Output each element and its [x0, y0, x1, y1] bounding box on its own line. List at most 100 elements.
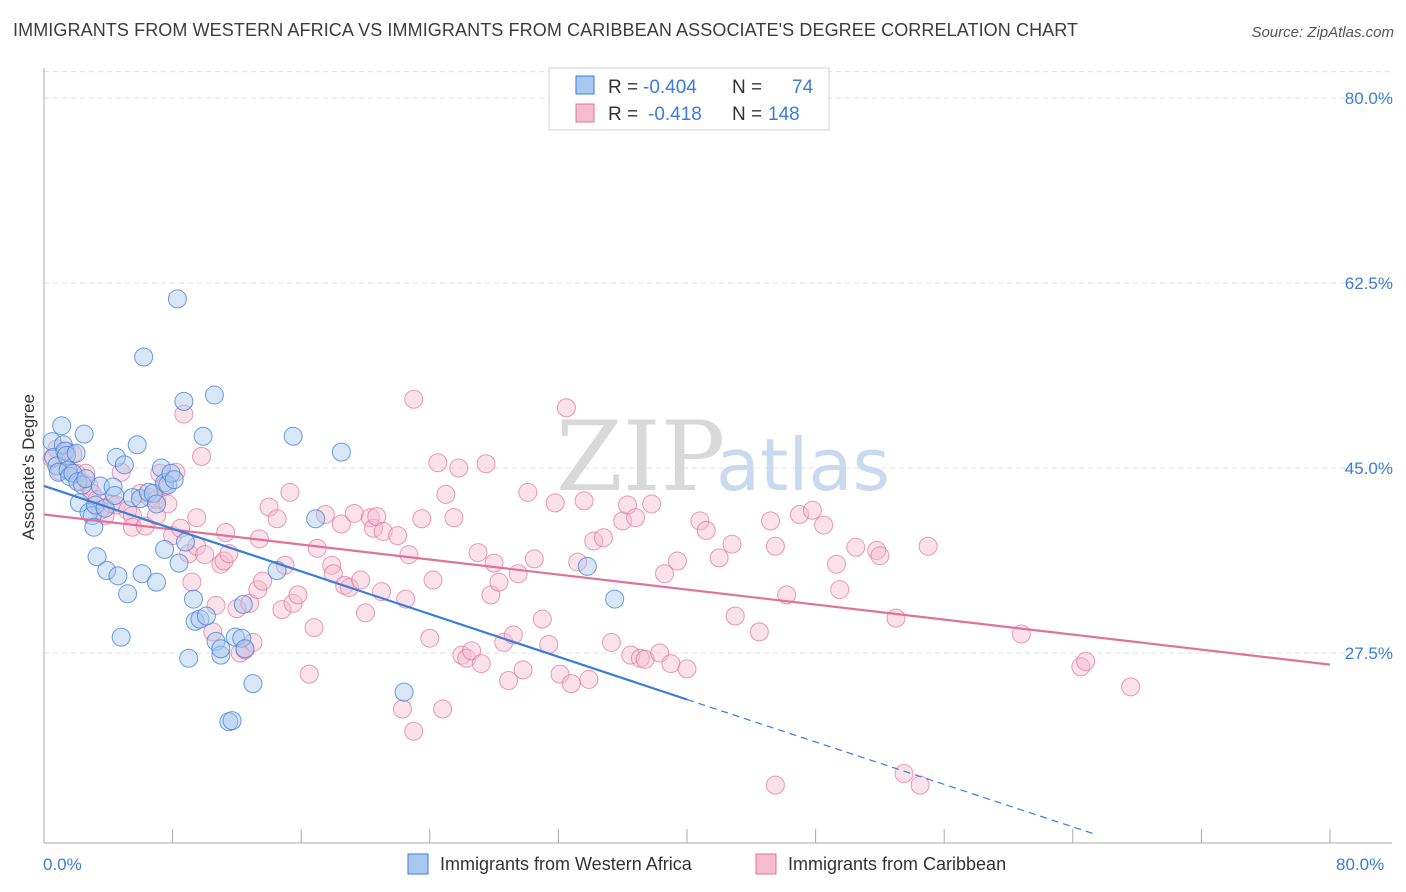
caribbean-point-94 — [471, 654, 491, 674]
caribbean-point-121 — [626, 508, 646, 528]
caribbean-point-56 — [280, 482, 300, 502]
caribbean-point-93 — [468, 543, 488, 563]
caribbean-point-102 — [508, 564, 528, 584]
caribbean-point-80 — [404, 389, 424, 409]
caribbean-point-123 — [635, 649, 655, 669]
caribbean-point-108 — [545, 493, 565, 513]
caribbean-point-131 — [696, 520, 716, 540]
caribbean-point-81 — [404, 721, 424, 741]
caribbean-point-32 — [179, 544, 199, 564]
western-africa-point-70 — [306, 509, 326, 529]
caribbean-point-87 — [436, 484, 456, 504]
western-africa-point-48 — [169, 553, 189, 573]
western-africa-point-31 — [118, 584, 138, 604]
legend-r-label-1: R = — [608, 77, 638, 98]
caribbean-point-62 — [315, 505, 335, 525]
western-africa-point-47 — [167, 289, 187, 309]
caribbean-point-142 — [826, 554, 846, 574]
caribbean-point-71 — [360, 508, 380, 528]
bottom-legend-label-pink: Immigrants from Caribbean — [788, 854, 1006, 874]
western-africa-point-64 — [232, 628, 252, 648]
western-africa-point-72 — [394, 682, 414, 702]
caribbean-point-75 — [373, 521, 393, 541]
caribbean-point-58 — [288, 585, 308, 605]
western-africa-point-71 — [331, 442, 351, 462]
bottom-legend-label-blue: Immigrants from Western Africa — [440, 854, 693, 874]
caribbean-point-109 — [550, 664, 570, 684]
caribbean-point-77 — [392, 699, 412, 719]
western-africa-point-17 — [79, 502, 99, 522]
caribbean-point-76 — [388, 526, 408, 546]
western-africa-point-52 — [183, 589, 203, 609]
source-label: Source: ZipAtlas.com — [1251, 24, 1394, 41]
bottom-legend: Immigrants from Western Africa Immigrant… — [407, 853, 1006, 875]
caribbean-point-138 — [777, 585, 797, 605]
caribbean-point-82 — [412, 509, 432, 529]
legend-swatch-blue — [575, 75, 595, 95]
caribbean-point-98 — [489, 572, 509, 592]
caribbean-point-126 — [654, 564, 674, 584]
caribbean-point-52 — [259, 497, 279, 517]
caribbean-point-129 — [677, 659, 697, 679]
caribbean-point-48 — [243, 632, 263, 652]
caribbean-point-53 — [267, 509, 287, 529]
caribbean-point-33 — [182, 572, 202, 592]
western-africa-point-56 — [196, 606, 216, 626]
western-africa-point-28 — [108, 566, 128, 586]
western-africa-point-24 — [97, 561, 117, 581]
western-africa-point-44 — [158, 475, 178, 495]
caribbean-point-65 — [331, 514, 351, 534]
western-africa-point-67 — [243, 674, 263, 694]
chart-title: IMMIGRANTS FROM WESTERN AFRICA VS IMMIGR… — [13, 20, 1079, 40]
western-africa-point-65 — [233, 594, 253, 614]
legend-n-label-1: N = — [732, 77, 762, 98]
western-africa-point-68 — [267, 561, 287, 581]
caribbean-point-141 — [814, 515, 834, 535]
western-africa-point-40 — [147, 572, 167, 592]
caribbean-point-84 — [423, 570, 443, 590]
legend-swatch-pink — [575, 103, 595, 123]
caribbean-point-70 — [356, 603, 375, 623]
western-africa-point-59 — [211, 645, 231, 665]
caribbean-point-100 — [499, 670, 519, 690]
caribbean-point-103 — [513, 660, 533, 680]
western-africa-point-21 — [87, 547, 107, 567]
western-africa-point-2 — [47, 456, 67, 476]
western-africa-point-51 — [179, 648, 199, 668]
y-tick-label-2: 45.0% — [1345, 459, 1393, 478]
caribbean-point-106 — [532, 609, 552, 629]
caribbean-point-110 — [556, 398, 576, 418]
x-tick-label-min: 0.0% — [43, 855, 82, 874]
western-africa-point-26 — [105, 485, 125, 505]
caribbean-point-116 — [593, 528, 613, 548]
caribbean-point-137 — [765, 536, 785, 556]
western-africa-point-69 — [283, 426, 303, 446]
caribbean-point-136 — [761, 511, 781, 531]
caribbean-point-135 — [749, 622, 769, 642]
western-africa-point-55 — [193, 426, 213, 446]
western-africa-point-19 — [84, 517, 104, 537]
caribbean-point-143 — [830, 580, 850, 600]
caribbean-point-42 — [216, 522, 236, 542]
caribbean-point-97 — [484, 553, 504, 573]
western-africa-point-11 — [66, 443, 86, 463]
caribbean-point-60 — [304, 618, 324, 638]
western-africa-trend-extension — [686, 698, 1098, 836]
caribbean-point-105 — [524, 549, 544, 569]
western-africa-point-49 — [174, 391, 194, 411]
caribbean-point-39 — [206, 595, 226, 615]
western-africa-point-57 — [204, 385, 224, 405]
caribbean-point-113 — [574, 491, 594, 511]
western-africa-point-7 — [57, 445, 77, 465]
western-africa-point-29 — [111, 627, 131, 647]
caribbean-point-146 — [870, 546, 890, 566]
caribbean-point-148 — [894, 764, 914, 784]
legend-n-label-2: N = — [732, 104, 762, 125]
western-africa-point-66 — [235, 639, 255, 659]
western-africa-point-15 — [74, 424, 94, 444]
caribbean-point-147 — [886, 608, 906, 628]
caribbean-point-134 — [725, 606, 745, 626]
western-africa-point-39 — [147, 494, 167, 514]
caribbean-point-37 — [195, 545, 215, 565]
